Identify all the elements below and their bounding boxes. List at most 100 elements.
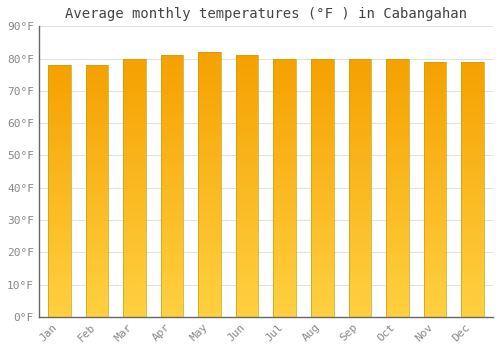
Bar — [124, 84, 146, 89]
Bar — [348, 76, 371, 80]
Bar — [311, 201, 334, 205]
Bar — [274, 123, 296, 127]
Bar — [311, 123, 334, 127]
Bar — [86, 162, 108, 166]
Bar — [311, 192, 334, 196]
Bar — [48, 300, 70, 304]
Bar — [236, 234, 258, 238]
Bar — [461, 202, 483, 206]
Bar — [461, 211, 483, 215]
Bar — [424, 172, 446, 176]
Bar — [274, 76, 296, 80]
Bar — [311, 313, 334, 317]
Bar — [124, 192, 146, 196]
Bar — [424, 142, 446, 147]
Bar — [274, 67, 296, 71]
Bar — [86, 153, 108, 158]
Bar — [124, 304, 146, 308]
Bar — [198, 229, 221, 233]
Bar — [198, 251, 221, 255]
Bar — [274, 209, 296, 214]
Bar — [274, 295, 296, 300]
Bar — [386, 71, 408, 76]
Bar — [311, 179, 334, 183]
Bar — [461, 147, 483, 151]
Bar — [236, 86, 258, 90]
Bar — [348, 132, 371, 136]
Bar — [311, 274, 334, 278]
Bar — [198, 295, 221, 299]
Bar — [311, 89, 334, 93]
Bar — [311, 244, 334, 248]
Bar — [386, 278, 408, 282]
Bar — [86, 245, 108, 250]
Bar — [124, 158, 146, 162]
Bar — [48, 132, 70, 137]
Bar — [424, 168, 446, 172]
Bar — [198, 220, 221, 224]
Bar — [348, 313, 371, 317]
Bar — [161, 116, 184, 121]
Bar — [311, 63, 334, 67]
Bar — [386, 300, 408, 304]
Bar — [198, 299, 221, 303]
Bar — [236, 278, 258, 282]
Bar — [348, 244, 371, 248]
Bar — [236, 90, 258, 94]
Bar — [86, 111, 108, 116]
Bar — [311, 58, 334, 63]
Bar — [348, 209, 371, 214]
Bar — [461, 108, 483, 113]
Bar — [386, 196, 408, 201]
Bar — [311, 205, 334, 209]
Bar — [198, 264, 221, 268]
Bar — [124, 162, 146, 166]
Bar — [461, 62, 483, 317]
Bar — [198, 237, 221, 242]
Bar — [424, 291, 446, 295]
Bar — [461, 189, 483, 194]
Bar — [124, 179, 146, 183]
Bar — [124, 140, 146, 145]
Bar — [48, 178, 70, 182]
Bar — [348, 80, 371, 84]
Bar — [124, 110, 146, 114]
Bar — [236, 68, 258, 73]
Bar — [161, 225, 184, 230]
Bar — [236, 177, 258, 182]
Bar — [161, 73, 184, 77]
Bar — [461, 79, 483, 83]
Bar — [461, 151, 483, 155]
Bar — [48, 304, 70, 308]
Bar — [386, 183, 408, 188]
Bar — [348, 201, 371, 205]
Bar — [348, 114, 371, 119]
Bar — [161, 86, 184, 90]
Bar — [48, 308, 70, 313]
Bar — [461, 232, 483, 236]
Bar — [311, 209, 334, 214]
Bar — [274, 205, 296, 209]
Bar — [386, 166, 408, 170]
Bar — [48, 116, 70, 120]
Bar — [48, 145, 70, 149]
Bar — [311, 270, 334, 274]
Bar — [124, 71, 146, 76]
Bar — [198, 290, 221, 295]
Bar — [461, 138, 483, 142]
Bar — [86, 241, 108, 245]
Bar — [86, 86, 108, 90]
Bar — [274, 300, 296, 304]
Bar — [386, 97, 408, 102]
Title: Average monthly temperatures (°F ) in Cabangahan: Average monthly temperatures (°F ) in Ca… — [65, 7, 467, 21]
Bar — [461, 295, 483, 300]
Bar — [386, 201, 408, 205]
Bar — [161, 243, 184, 247]
Bar — [386, 119, 408, 123]
Bar — [198, 286, 221, 290]
Bar — [48, 224, 70, 229]
Bar — [424, 62, 446, 317]
Bar — [236, 138, 258, 142]
Bar — [311, 149, 334, 153]
Bar — [86, 191, 108, 195]
